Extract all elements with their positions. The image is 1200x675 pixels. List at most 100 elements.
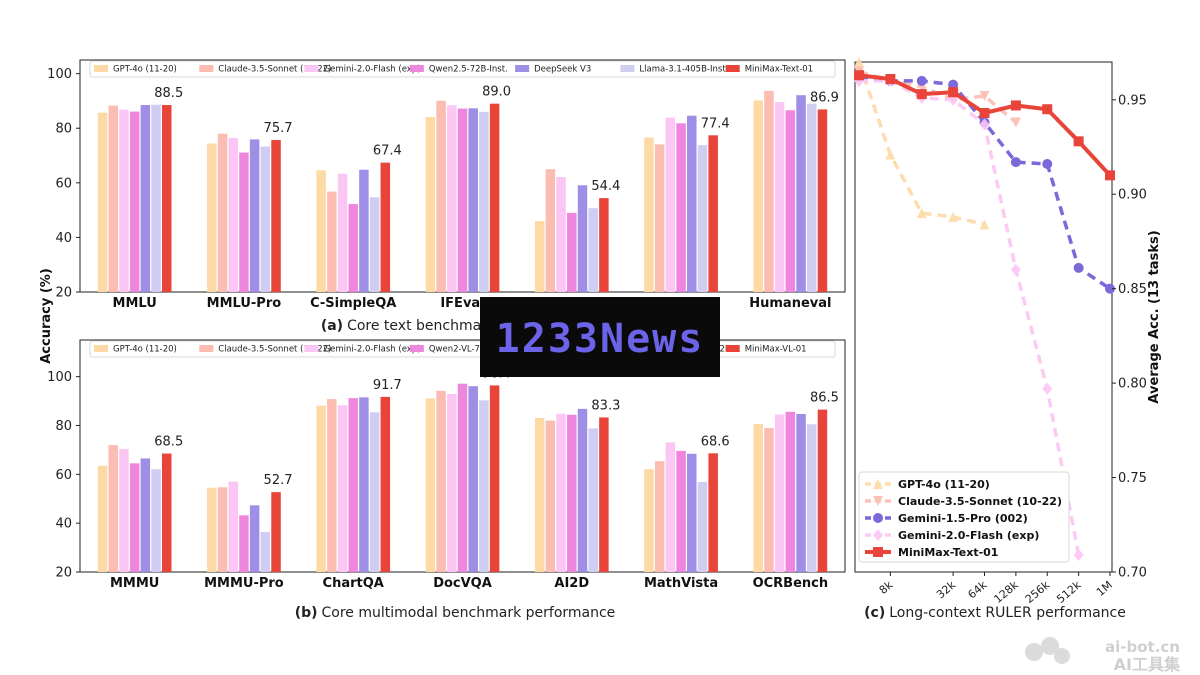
legend-swatch-gemini-2-0-flash-exp bbox=[304, 345, 319, 352]
bar-gpt-4o-11-20-mmlu bbox=[97, 112, 108, 293]
point-gpt-4o-11-20 bbox=[948, 211, 959, 222]
data-label-ifeval: 89.0 bbox=[482, 85, 511, 100]
bar-claude-3-5-sonnet-10-22-mmmu bbox=[108, 445, 118, 572]
legend-marker-minimax-text-01 bbox=[873, 547, 883, 557]
bar-llama-3-1-405b-inst-math bbox=[697, 145, 708, 292]
point-gemini-1-5-pro-002 bbox=[948, 79, 959, 90]
data-label-ocrbench: 86.5 bbox=[810, 391, 839, 406]
legend-swatch-claude-3-5-sonnet-10-22 bbox=[865, 496, 891, 506]
point-gemini-1-5-pro-002 bbox=[1010, 157, 1021, 168]
point-gemini-1-5-pro-002 bbox=[1042, 159, 1053, 169]
bar-deepseek-v3-humaneval bbox=[796, 95, 806, 292]
category-mathvista: MathVista bbox=[644, 576, 718, 591]
panel-c-y-ticks: 0.70 0.75 0.80 0.85 0.90 0.95 bbox=[1112, 93, 1147, 581]
bar-deepseek-v3-c-simpleqa bbox=[359, 169, 369, 292]
y-tick-label: 0.75 bbox=[1118, 471, 1147, 486]
bar-minimax-text-01-math bbox=[708, 135, 718, 292]
bar-qwen2-5-72b-inst-ifeval bbox=[457, 108, 468, 292]
legend-swatch-gemini-2-0-flash-exp bbox=[865, 529, 891, 541]
panel-c-y-axis-label: Average Acc. (13 tasks) bbox=[1147, 230, 1162, 403]
y-tick-label: 60 bbox=[55, 468, 72, 483]
data-label-gpqa: 54.4 bbox=[591, 179, 620, 194]
bar-gemini-2-0-flash-exp-humaneval bbox=[774, 102, 785, 292]
legend-swatch-gemini-2-0-flash-exp bbox=[304, 65, 319, 72]
legend-label-gemini-2-0-flash-exp: Gemini-2.0-Flash (exp) bbox=[324, 65, 421, 75]
category-ai2d: AI2D bbox=[554, 576, 589, 591]
data-label-mmlu: 88.5 bbox=[154, 86, 183, 101]
legend-label-minimax-text-01: MiniMax-Text-01 bbox=[898, 546, 998, 559]
bar-internvl2-5-78b-mathvista bbox=[687, 453, 697, 572]
data-label-mmmu-pro: 52.7 bbox=[264, 473, 293, 488]
point-minimax-text-01 bbox=[854, 70, 864, 81]
bar-minimax-vl-01-ocrbench bbox=[817, 409, 828, 572]
data-label-humaneval: 86.9 bbox=[810, 90, 839, 105]
data-label-ai2d: 83.3 bbox=[591, 398, 620, 413]
bar-qwen2-vl-72b-inst-docvqa bbox=[457, 383, 468, 572]
bar-gemini-2-0-flash-exp-mmmu bbox=[119, 448, 129, 572]
point-gemini-2-0-flash-exp bbox=[1042, 382, 1053, 395]
x-tick-label: 128k bbox=[991, 578, 1021, 606]
legend-swatch-gpt-4o-11-20 bbox=[94, 65, 108, 72]
bar-deepseek-v3-mmlu-pro bbox=[249, 139, 260, 292]
bar-gemini-2-0-flash-exp-mathvista bbox=[665, 442, 676, 572]
bar-llama-3-1-405b-inst-humaneval bbox=[807, 103, 817, 292]
bar-gemini-2-0-flash-exp-mmlu bbox=[119, 109, 129, 292]
panel-a-bars bbox=[97, 90, 828, 293]
bar-minimax-text-01-gpqa bbox=[599, 198, 609, 292]
legend-swatch-gpt-4o-11-20 bbox=[865, 479, 891, 489]
bar-deepseek-v3-math bbox=[687, 115, 697, 293]
bar-minimax-vl-01-docvqa bbox=[489, 385, 500, 572]
bar-minimax-text-01-ifeval bbox=[489, 103, 500, 292]
y-axis-label-accuracy: Accuracy (%) bbox=[39, 268, 54, 364]
panel-b-caption: (b) Core multimodal benchmark performance bbox=[295, 605, 616, 621]
point-gemini-1-5-pro-002 bbox=[1073, 262, 1084, 273]
bar-qwen2-5-72b-inst-math bbox=[676, 123, 686, 292]
data-label-chartqa: 91.7 bbox=[373, 378, 402, 393]
data-label-math: 77.4 bbox=[701, 116, 730, 131]
legend-swatch-claude-3-5-sonnet-10-22 bbox=[199, 345, 214, 352]
bar-gpt-4o-11-20-mmmu bbox=[97, 465, 108, 572]
category-ocrbench: OCRBench bbox=[753, 576, 829, 591]
panel-a: 88.5 75.7 67.4 89.0 54.4 77.4 86.9 20 40 60 80 100… bbox=[47, 59, 846, 334]
bar-minimax-text-01-mmlu-pro bbox=[271, 139, 281, 292]
data-label-c-simpleqa: 67.4 bbox=[373, 144, 402, 159]
legend-label-gemini-2-0-flash-exp: Gemini-2.0-Flash (exp) bbox=[898, 529, 1039, 542]
bar-llava-onevision-72b-chartqa bbox=[369, 412, 380, 572]
bar-gemini-2-0-flash-exp-math bbox=[665, 117, 676, 292]
legend-swatch-qwen2-5-72b-inst bbox=[409, 65, 424, 72]
bar-internvl2-5-78b-ocrbench bbox=[796, 413, 806, 572]
bar-claude-3-5-sonnet-10-22-ifeval bbox=[436, 100, 446, 292]
legend-label-gemini-2-0-flash-exp: Gemini-2.0-Flash (exp) bbox=[324, 345, 421, 355]
bar-gemini-2-0-flash-exp-docvqa bbox=[447, 393, 457, 572]
bar-minimax-vl-01-ai2d bbox=[599, 417, 609, 572]
x-tick-label: 1M bbox=[1094, 578, 1115, 599]
bar-claude-3-5-sonnet-10-22-docvqa bbox=[436, 390, 446, 572]
bar-claude-3-5-sonnet-10-22-mmlu bbox=[108, 105, 118, 292]
y-tick-label: 80 bbox=[55, 419, 72, 434]
bar-gpt-4o-11-20-docvqa bbox=[425, 398, 436, 572]
point-claude-3-5-sonnet-10-22 bbox=[979, 91, 990, 101]
bar-qwen2-5-72b-inst-mmlu-pro bbox=[239, 152, 249, 292]
bar-qwen2-vl-72b-inst-mmmu bbox=[129, 463, 140, 572]
legend-box bbox=[89, 60, 836, 78]
category-mmmu: MMMU bbox=[110, 576, 159, 591]
line-series-gpt-4o-11-20 bbox=[854, 57, 990, 230]
bar-gpt-4o-11-20-humaneval bbox=[753, 100, 764, 292]
point-minimax-text-01 bbox=[979, 108, 990, 118]
y-tick-label: 0.90 bbox=[1118, 188, 1147, 203]
point-gemini-2-0-flash-exp bbox=[1073, 549, 1084, 561]
bar-gemini-2-0-flash-exp-chartqa bbox=[337, 405, 348, 572]
panel-b-legend: GPT-4o (11-20) Claude-3.5-Sonnet (10-22)G… bbox=[89, 340, 836, 358]
bar-llama-3-1-405b-inst-c-simpleqa bbox=[369, 197, 380, 292]
data-label-mathvista: 68.6 bbox=[701, 434, 730, 449]
panel-b-data-labels: 68.552.791.796.483.368.686.5 bbox=[154, 366, 839, 488]
x-tick-label: 8k bbox=[877, 578, 896, 597]
bar-gpt-4o-11-20-mathvista bbox=[644, 469, 654, 572]
category-c-simpleqa: C-SimpleQA bbox=[310, 296, 396, 311]
category-humaneval: Humaneval bbox=[749, 296, 831, 311]
point-gemini-2-0-flash-exp bbox=[979, 118, 990, 131]
bar-qwen2-5-72b-inst-c-simpleqa bbox=[348, 204, 358, 292]
point-gpt-4o-11-20 bbox=[885, 149, 896, 160]
legend-label-gpt-4o-11-20: GPT-4o (11-20) bbox=[898, 478, 990, 491]
category-mmlu: MMLU bbox=[113, 296, 157, 311]
